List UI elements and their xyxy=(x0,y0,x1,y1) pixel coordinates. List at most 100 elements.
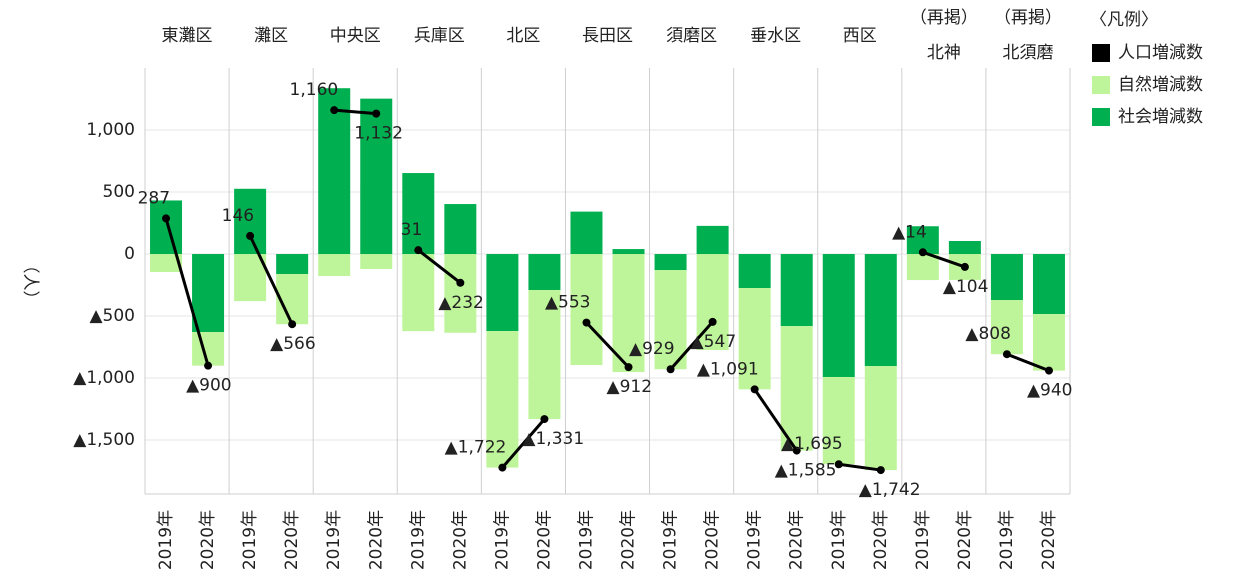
group-note: （再掲） xyxy=(994,8,1062,28)
data-label: 31 xyxy=(401,220,423,240)
bar-segment xyxy=(234,254,267,302)
group-label: 北区 xyxy=(506,26,540,46)
group-label: 中央区 xyxy=(330,26,381,46)
group-note: （再掲） xyxy=(910,8,978,28)
population-point xyxy=(834,460,843,469)
x-tick-label: 2020年 xyxy=(871,510,891,570)
y-tick-label: 500 xyxy=(103,182,135,202)
data-label: ▲940 xyxy=(1027,381,1073,401)
group-label: 北須磨 xyxy=(1002,43,1053,63)
data-label: ▲1,742 xyxy=(859,480,921,500)
bar-segment xyxy=(906,254,939,281)
data-label: 1,132 xyxy=(354,124,403,144)
legend-swatch xyxy=(1092,76,1110,94)
data-label: ▲900 xyxy=(186,376,232,396)
bar-segment xyxy=(822,377,855,465)
data-label: ▲1,585 xyxy=(775,461,837,481)
bar-segment xyxy=(990,300,1023,355)
bar-segment xyxy=(402,254,435,332)
population-point xyxy=(582,318,591,327)
y-tick-label: ▲500 xyxy=(89,306,135,326)
population-point xyxy=(750,385,759,394)
group-label: 須磨区 xyxy=(666,26,717,46)
bar-segment xyxy=(528,254,561,290)
group-label: 北神 xyxy=(927,43,961,63)
x-tick-label: 2020年 xyxy=(198,510,218,570)
population-point xyxy=(540,415,549,424)
x-tick-label: 2020年 xyxy=(787,510,807,570)
legend-swatch xyxy=(1092,108,1110,126)
population-line xyxy=(164,218,210,367)
bar-segment xyxy=(528,289,561,420)
y-tick-label: ▲1,000 xyxy=(73,368,135,388)
legend-label: 自然増減数 xyxy=(1118,75,1203,95)
data-label: 146 xyxy=(222,206,254,226)
group-label: 灘区 xyxy=(254,26,288,46)
population-line xyxy=(838,462,882,472)
bar-segment xyxy=(822,254,855,378)
bar-segment xyxy=(234,188,267,255)
data-label: ▲912 xyxy=(607,377,653,397)
bar-segment xyxy=(696,225,729,255)
x-tick-label: 2020年 xyxy=(282,510,302,570)
bar-segment xyxy=(150,200,183,255)
population-point xyxy=(456,278,465,287)
bar-segment xyxy=(738,288,771,390)
data-label: ▲1,695 xyxy=(781,434,843,454)
y-tick-label: 0 xyxy=(124,244,135,264)
population-line xyxy=(1006,352,1050,373)
bar-segment xyxy=(444,204,477,255)
bar-segment xyxy=(192,254,225,333)
data-label: ▲547 xyxy=(691,332,737,352)
group-label: 長田区 xyxy=(582,26,633,46)
bar-segment xyxy=(570,211,603,255)
population-point xyxy=(624,363,633,372)
population-line xyxy=(248,235,294,325)
data-label: ▲808 xyxy=(965,324,1011,344)
population-line xyxy=(753,388,798,452)
bar-segment xyxy=(1032,314,1065,371)
population-line xyxy=(334,108,377,116)
bar-segment xyxy=(150,254,183,273)
bar-segment xyxy=(948,241,981,255)
bar-segment xyxy=(276,254,309,274)
bar-segment xyxy=(654,254,687,271)
population-point xyxy=(1044,366,1053,375)
x-tick-label: 2020年 xyxy=(450,510,470,570)
x-tick-label: 2019年 xyxy=(661,510,681,570)
group-label: 東灘区 xyxy=(162,26,213,46)
x-tick-label: 2019年 xyxy=(745,510,765,570)
population-point xyxy=(246,231,255,240)
x-tick-label: 2020年 xyxy=(366,510,386,570)
x-tick-label: 2019年 xyxy=(492,510,512,570)
data-label: ▲14 xyxy=(892,222,927,242)
population-point xyxy=(414,246,423,255)
bar-segment xyxy=(654,270,687,370)
group-label: 兵庫区 xyxy=(414,26,465,46)
x-tick-label: 2019年 xyxy=(324,510,344,570)
data-label: 1,160 xyxy=(290,80,339,100)
population-point xyxy=(1002,350,1011,359)
data-label: ▲1,722 xyxy=(445,438,507,458)
group-label: 西区 xyxy=(843,26,877,46)
bar-segment xyxy=(612,254,645,373)
data-label: ▲1,331 xyxy=(522,429,584,449)
bar-segment xyxy=(990,254,1023,301)
bar-segment xyxy=(864,366,897,471)
x-tick-label: 2020年 xyxy=(703,510,723,570)
data-label: ▲553 xyxy=(545,293,591,313)
population-point xyxy=(330,106,339,115)
bar-segment xyxy=(318,254,351,276)
x-tick-label: 2020年 xyxy=(1039,510,1059,570)
legend-label: 人口増減数 xyxy=(1118,43,1203,63)
population-line xyxy=(669,320,714,371)
population-line xyxy=(585,321,630,369)
population-point xyxy=(372,109,381,118)
population-point xyxy=(498,463,507,472)
x-tick-label: 2019年 xyxy=(408,510,428,570)
x-tick-label: 2020年 xyxy=(534,510,554,570)
population-line xyxy=(922,250,966,269)
bar-segment xyxy=(738,254,771,289)
group-label: 垂水区 xyxy=(750,26,801,46)
